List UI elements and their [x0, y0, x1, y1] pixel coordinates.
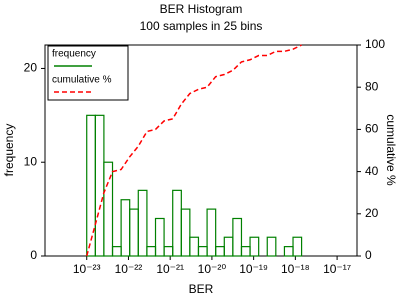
histogram-bar [292, 236, 303, 257]
histogram-bar [180, 208, 191, 257]
x-tick-label: 10⁻¹⁸ [281, 262, 310, 276]
histogram-bar [120, 199, 131, 257]
x-tick-label: 10⁻²³ [73, 262, 101, 276]
histogram-bar [232, 217, 243, 257]
legend-label: frequency [52, 49, 96, 60]
y-axis-label: frequency [2, 124, 16, 177]
y2-tick-label: 80 [365, 79, 379, 93]
y2-tick-label: 100 [365, 37, 385, 51]
histogram-bar [103, 161, 114, 257]
histogram-bar [206, 208, 217, 257]
legend-label: cumulative % [52, 75, 112, 86]
histogram-bar [111, 246, 122, 257]
x-tick-label: 10⁻²² [115, 262, 143, 276]
y2-tick-label: 20 [365, 206, 379, 220]
y-tick-label: 20 [24, 61, 38, 75]
histogram-bar [266, 236, 277, 257]
histogram-bar [223, 236, 234, 257]
legend-box [47, 45, 129, 101]
histogram-bar [163, 246, 174, 257]
x-tick-label: 10⁻¹⁷ [323, 262, 351, 276]
histogram-bar [215, 246, 225, 257]
histogram-bar [94, 114, 105, 257]
cumulative-line [86, 44, 302, 257]
histogram-bar [240, 246, 251, 257]
y2-tick-label: 40 [365, 164, 379, 178]
x-tick-label: 10⁻²¹ [156, 262, 184, 276]
chart-title: BER Histogram [160, 2, 243, 16]
histogram-bar [86, 114, 96, 257]
histogram-bar [189, 236, 200, 257]
x-tick-label: 10⁻²⁰ [198, 262, 227, 276]
histogram-bar [249, 236, 260, 257]
histogram-bar [146, 246, 157, 257]
y2-axis-label: cumulative % [384, 114, 398, 186]
y2-tick-label: 60 [365, 122, 379, 136]
histogram-bar [197, 246, 208, 257]
x-tick-label: 10⁻¹⁹ [239, 262, 268, 276]
histogram-bar [172, 189, 182, 257]
y-tick-label: 10 [24, 154, 38, 168]
histogram-bar [129, 208, 139, 257]
x-axis-label: BER [189, 282, 214, 296]
y-tick-label: 0 [30, 248, 37, 262]
histogram-bar [154, 217, 165, 257]
chart-subtitle: 100 samples in 25 bins [140, 19, 263, 33]
y2-tick-label: 0 [365, 248, 372, 262]
histogram-bar [283, 246, 294, 257]
histogram-bar [137, 189, 148, 257]
